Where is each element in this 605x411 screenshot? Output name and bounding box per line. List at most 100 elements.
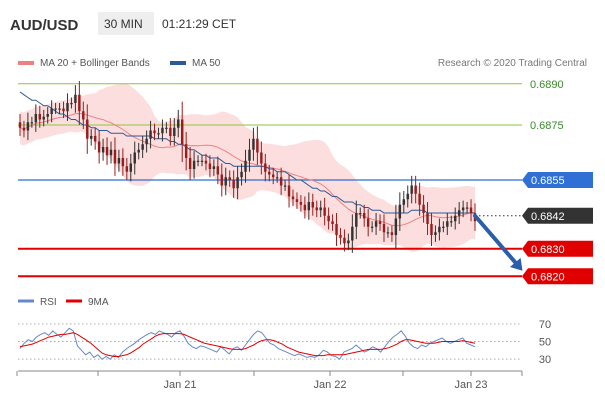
candle: [331, 214, 334, 231]
x-tick-label: Jan 21: [163, 379, 196, 391]
candle-body: [299, 202, 303, 205]
candle-body: [283, 185, 287, 187]
forecast-arrow: [473, 213, 523, 271]
level-tag-shape: [522, 207, 593, 224]
candlesticks: [18, 81, 477, 253]
candle: [74, 85, 77, 113]
candle: [157, 127, 160, 139]
candle-body: [465, 207, 469, 209]
rsi-line: [19, 327, 476, 360]
candle-body: [378, 221, 382, 224]
candle: [200, 155, 204, 167]
candle: [283, 180, 287, 191]
candle-body: [236, 177, 239, 189]
candle-body: [351, 226, 354, 241]
candle-body: [34, 114, 38, 123]
candle: [374, 213, 378, 235]
candle-body: [359, 213, 362, 215]
candle-body: [173, 127, 176, 136]
candle: [299, 195, 303, 212]
candle-body: [50, 108, 53, 114]
candle: [149, 120, 152, 149]
candle-body: [153, 130, 156, 134]
candle-body: [343, 237, 346, 244]
candle-body: [145, 138, 148, 145]
candle: [173, 118, 176, 146]
level-label: 0.6842: [531, 211, 565, 223]
candle-body: [192, 160, 196, 169]
candle: [252, 127, 255, 161]
candle-body: [303, 204, 307, 211]
candle-body: [386, 232, 390, 234]
candle: [244, 149, 247, 183]
ma20-line: [19, 112, 476, 227]
bollinger-band: [20, 83, 475, 253]
rsi-ma9-line: [19, 332, 476, 357]
level-label: 0.6855: [531, 175, 565, 187]
candle-body: [382, 224, 386, 233]
candle-body: [426, 213, 429, 224]
time-label: 01:21:29 CET: [162, 17, 237, 31]
candle-body: [216, 166, 220, 175]
candle-body: [105, 147, 109, 156]
rsi-tick-label: 50: [539, 337, 551, 349]
candle-body: [319, 207, 322, 211]
level-tag-shape: [522, 268, 593, 285]
candle: [291, 189, 295, 207]
candle-body: [271, 174, 275, 178]
candle-body: [450, 221, 453, 223]
candle: [125, 158, 129, 180]
candle: [248, 138, 251, 172]
candle-body: [414, 185, 417, 194]
level-tag-pivot: 0.6855: [522, 172, 593, 188]
candle: [165, 122, 168, 134]
candle: [307, 192, 311, 220]
candle-body: [453, 215, 457, 222]
candle: [30, 116, 34, 128]
candle-body: [46, 114, 49, 117]
candle-body: [38, 114, 42, 120]
candle-body: [188, 158, 192, 169]
candle: [319, 200, 322, 218]
symbol-title: AUD/USD: [10, 17, 79, 34]
candle: [42, 109, 45, 127]
candle-body: [204, 160, 208, 164]
candle-body: [82, 111, 85, 120]
candle-body: [291, 196, 295, 200]
candle-body: [311, 202, 315, 208]
candle: [133, 141, 136, 175]
candle-body: [362, 213, 366, 219]
candle: [355, 200, 358, 240]
credit-text: Research © 2020 Trading Central: [438, 58, 587, 69]
candle-body: [457, 210, 461, 216]
level-tag-shape: [522, 240, 593, 257]
candle: [46, 107, 49, 124]
candle-body: [58, 108, 61, 110]
candle-body: [129, 163, 133, 172]
candle: [394, 204, 398, 249]
candle: [279, 167, 283, 196]
candle-body: [165, 127, 168, 129]
candle: [169, 118, 172, 146]
candle-body: [228, 177, 231, 180]
level-label: 0.6875: [530, 120, 564, 132]
candle: [418, 182, 421, 216]
candle: [359, 207, 362, 219]
forecast-arrow-head: [509, 257, 523, 271]
candle-body: [406, 193, 409, 200]
candle: [446, 213, 449, 235]
candle-body: [30, 122, 34, 124]
candle: [469, 199, 473, 222]
candle: [335, 213, 338, 246]
candle: [180, 101, 184, 163]
candle-body: [268, 171, 271, 175]
candle: [145, 130, 148, 153]
candle: [271, 167, 275, 185]
candle: [192, 151, 196, 179]
candle-body: [366, 218, 370, 227]
candle: [82, 101, 85, 130]
candle: [204, 153, 208, 171]
candle: [97, 130, 101, 164]
candle-body: [287, 185, 291, 197]
candle: [347, 233, 350, 251]
